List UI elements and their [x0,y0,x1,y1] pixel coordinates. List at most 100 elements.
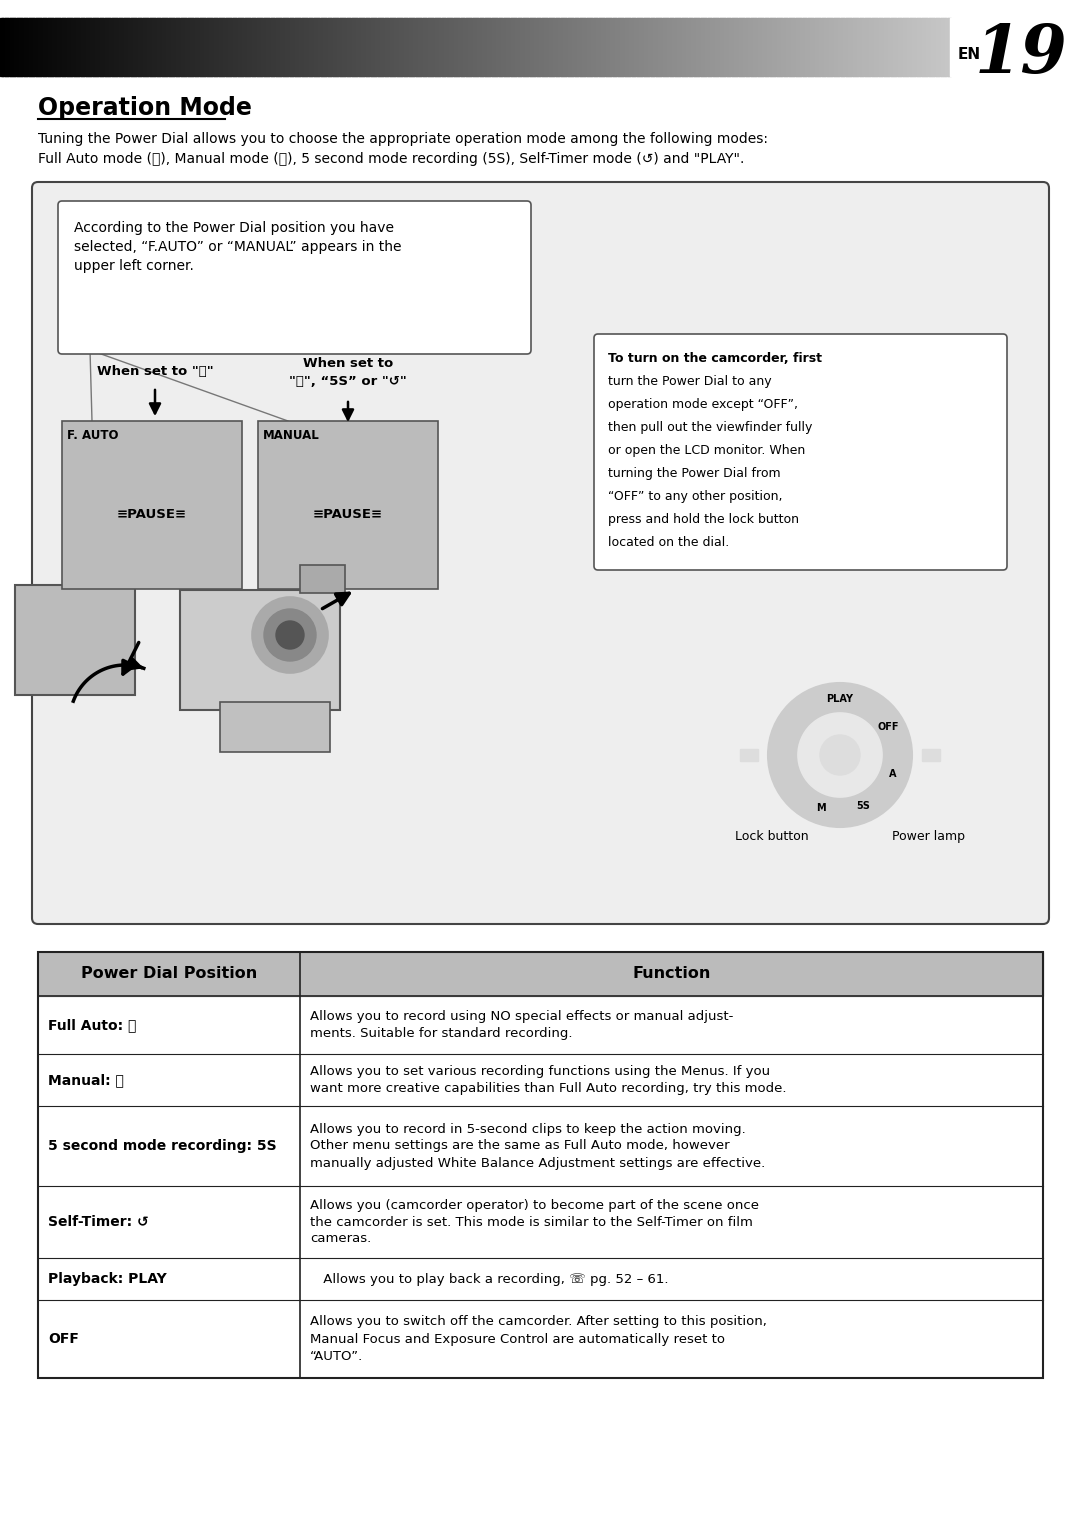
Bar [888,18,892,77]
Bar [303,18,308,77]
Text: Full Auto: Ⓐ: Full Auto: Ⓐ [48,1018,136,1032]
Bar [539,18,542,77]
Bar [760,18,764,77]
Text: 5 second mode recording: 5S: 5 second mode recording: 5S [48,1139,276,1153]
Text: ments. Suitable for standard recording.: ments. Suitable for standard recording. [310,1027,572,1039]
Bar [604,18,607,77]
Bar [824,18,827,77]
Bar [258,422,438,589]
Text: the camcorder is set. This mode is similar to the Self-Timer on film: the camcorder is set. This mode is simil… [310,1216,753,1228]
Bar [947,18,951,77]
Bar [449,18,453,77]
Bar [221,18,225,77]
Text: According to the Power Dial position you have: According to the Power Dial position you… [75,221,394,235]
Bar [399,18,403,77]
Bar [630,18,633,77]
Bar [598,18,602,77]
Bar [325,18,328,77]
Bar [204,18,207,77]
Bar [200,18,203,77]
Bar [779,18,782,77]
Bar [15,586,135,694]
Bar [351,18,355,77]
Bar [278,18,281,77]
Bar [454,18,457,77]
Bar [915,18,918,77]
Bar [891,18,894,77]
Bar [359,18,362,77]
Bar [238,18,241,77]
Bar [748,18,752,77]
Bar [95,18,98,77]
Bar [62,18,65,77]
Bar [107,18,110,77]
Bar [287,18,291,77]
Bar [380,18,383,77]
Bar [869,18,873,77]
Bar [150,18,153,77]
Bar [428,18,431,77]
Bar [517,18,522,77]
Bar [126,18,130,77]
Bar [923,18,928,77]
Bar [406,18,409,77]
Bar [546,18,550,77]
Bar [575,18,578,77]
Text: 19: 19 [975,21,1068,87]
Bar [396,18,400,77]
Text: Power Dial Position: Power Dial Position [81,966,257,981]
Bar [83,18,86,77]
Bar [245,18,248,77]
Bar [696,18,699,77]
Bar [266,18,269,77]
Bar [252,18,255,77]
Bar [0,18,3,77]
Bar [242,18,245,77]
Text: Power lamp: Power lamp [891,829,964,843]
Bar [523,18,526,77]
Bar [731,18,734,77]
Text: Allows you to record using NO special effects or manual adjust-: Allows you to record using NO special ef… [310,1010,733,1023]
Bar [499,18,502,77]
Bar [665,18,669,77]
Bar [939,18,942,77]
Bar [765,18,768,77]
Bar [131,18,134,77]
Bar [337,18,340,77]
Bar [62,422,242,589]
Bar [675,18,678,77]
Bar [55,18,58,77]
Bar [48,18,51,77]
Bar [349,18,352,77]
Text: MANUAL: MANUAL [264,429,320,442]
Bar [810,18,813,77]
Bar [656,18,659,77]
Bar [529,18,534,77]
Bar [561,18,564,77]
Text: press and hold the lock button: press and hold the lock button [608,514,799,526]
Bar [855,18,859,77]
Bar [586,18,590,77]
Bar [147,18,150,77]
Bar [876,18,880,77]
Bar [895,18,899,77]
Bar [67,18,70,77]
Bar [183,18,186,77]
Bar [594,18,597,77]
Bar [105,18,108,77]
Bar [159,18,162,77]
Bar [820,18,823,77]
Text: Full Auto mode (Ⓐ), Manual mode (Ⓜ), 5 second mode recording (5S), Self-Timer mo: Full Auto mode (Ⓐ), Manual mode (Ⓜ), 5 s… [38,152,744,166]
Bar [368,18,372,77]
Bar [883,18,887,77]
Bar [622,18,625,77]
Bar [470,18,474,77]
Bar [420,18,423,77]
Bar [26,18,29,77]
Bar [57,18,60,77]
Circle shape [276,621,303,648]
Bar [307,18,310,77]
Bar [257,18,260,77]
Bar [240,18,243,77]
Bar [872,18,875,77]
